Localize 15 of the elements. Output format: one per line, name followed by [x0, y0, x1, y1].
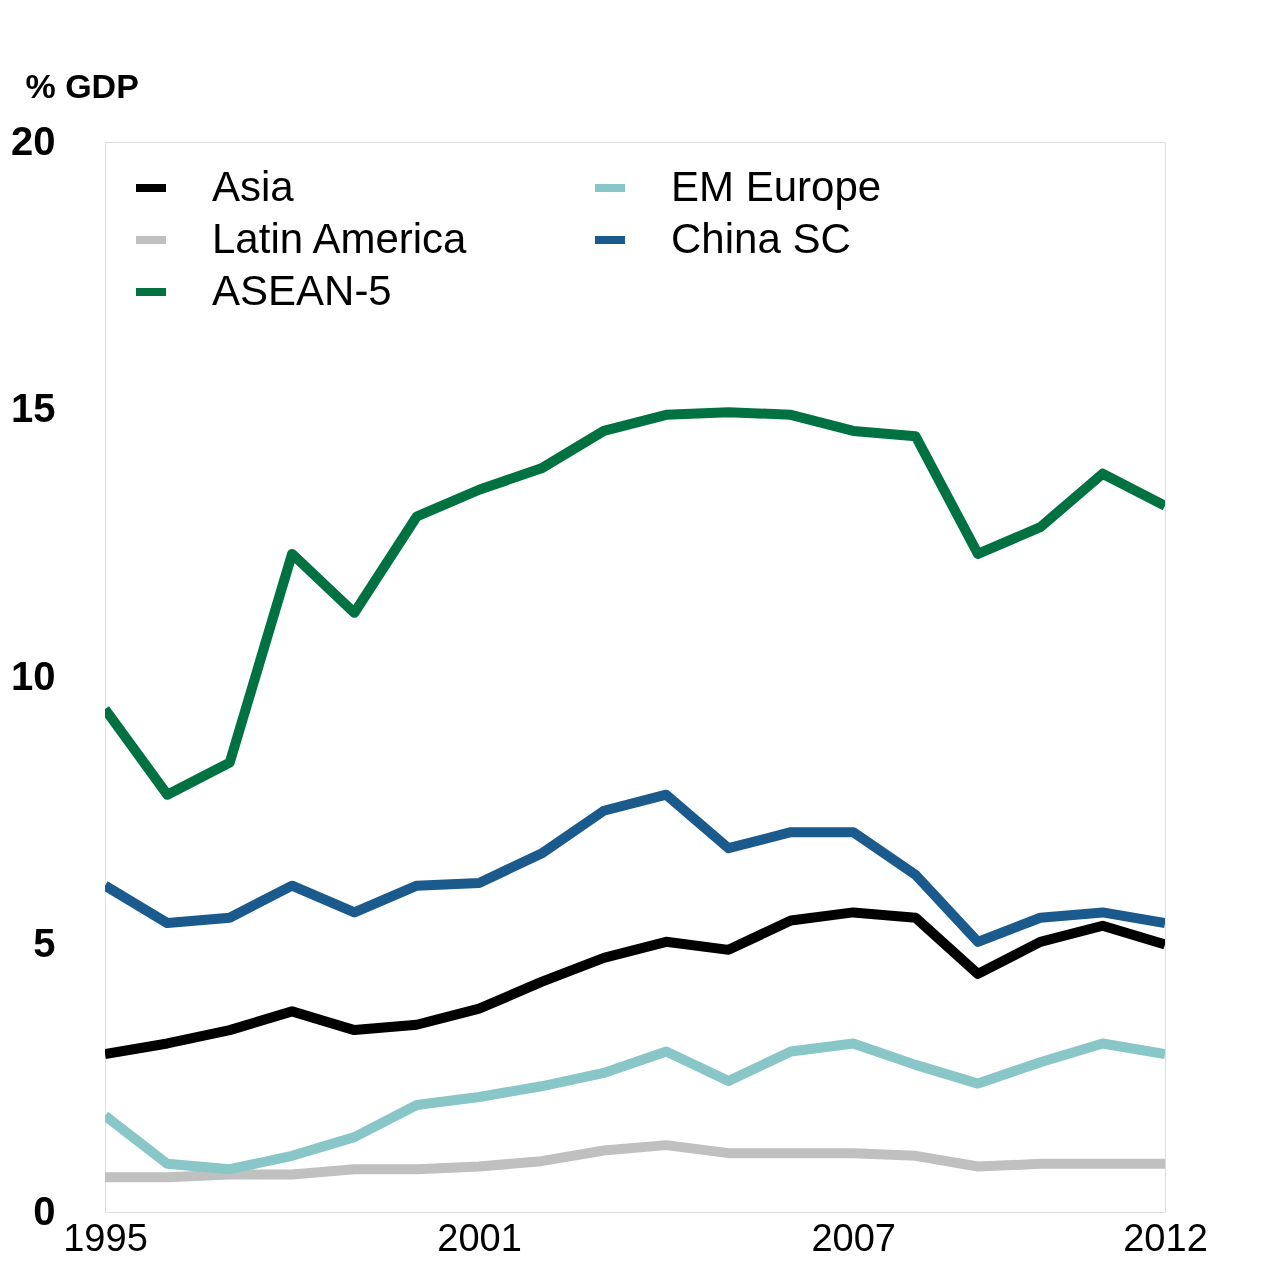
- x-tick-label: 2007: [811, 1216, 897, 1259]
- x-tick-label: 2001: [437, 1216, 522, 1259]
- legend-label: China SC: [671, 215, 851, 262]
- y-axis-title: % GDP: [25, 66, 139, 105]
- y-tick-label: 5: [33, 921, 56, 965]
- x-tick-label: 1995: [63, 1216, 148, 1259]
- y-tick-label: 0: [33, 1188, 56, 1233]
- legend-label: Latin America: [212, 215, 468, 262]
- legend-label: EM Europe: [671, 163, 882, 210]
- y-tick-label: 20: [11, 118, 56, 163]
- x-tick-label: 2012: [1123, 1216, 1208, 1259]
- y-tick-label: 15: [11, 386, 56, 430]
- legend-label: ASEAN-5: [212, 267, 392, 314]
- y-tick-label: 10: [11, 653, 56, 698]
- legend-label: Asia: [212, 163, 295, 210]
